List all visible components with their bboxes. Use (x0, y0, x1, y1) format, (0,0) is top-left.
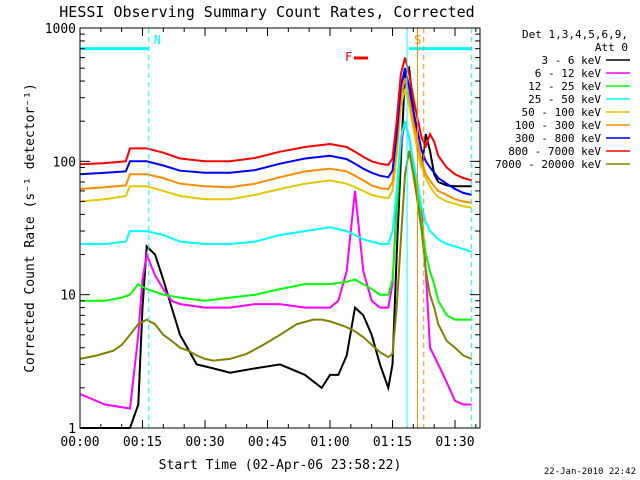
y-tick-label: 1 (68, 422, 76, 437)
y-tick-label: 10 (60, 289, 76, 304)
chart-marks (79, 57, 473, 429)
flag-marker-f: F (345, 50, 352, 64)
x-tick-label: 01:15 (373, 435, 412, 450)
plot-frame (79, 27, 481, 429)
legend-entry-800-7000-kev: 800 - 7000 keV (508, 145, 601, 158)
legend-entry-25-50-kev: 25 - 50 keV (528, 93, 601, 106)
series-line-25-50-kev (80, 120, 473, 253)
x-tick-label: 01:00 (310, 435, 349, 450)
series-line-7000-20000-kev (79, 150, 473, 362)
chart-annotations: N S F (80, 28, 473, 428)
y-tick-label: 100 (53, 155, 76, 170)
x-tick-label: 01:30 (435, 435, 474, 450)
chart-axes: 00:00 00:15 00:30 00:45 01:00 01:15 01:30 1 10 10… (45, 22, 480, 450)
x-tick-label: 00:30 (185, 435, 224, 450)
legend-entry-7000-20000-kev: 7000 - 20000 keV (495, 158, 601, 171)
x-tick-label: 00:00 (60, 435, 99, 450)
x-tick-label: 00:45 (248, 435, 287, 450)
timestamp-label: 22-Jan-2010 22:42 (544, 467, 636, 477)
chart-title: HESSI Observing Summary Count Rates, Cor… (59, 3, 474, 21)
y-axis-label: Corrected Count Rate (s⁻¹ detector⁻¹) (23, 83, 38, 373)
legend-entry-12-25-kev: 12 - 25 keV (528, 80, 601, 93)
series-line-12-25-kev (80, 120, 472, 321)
x-tick-label: 00:15 (123, 435, 162, 450)
series-line-800-7000-kev (79, 57, 472, 182)
series-line-50-100-kev (79, 88, 472, 209)
x-axis-label: Start Time (02-Apr-06 23:58:22) (159, 458, 402, 473)
series-line-300-800-kev (79, 67, 472, 196)
legend-entry-300-800-kev: 300 - 800 keV (515, 132, 601, 145)
legend-entry-3-6-kev: 3 - 6 keV (541, 54, 601, 67)
legend-header-line: Att 0 (595, 41, 628, 54)
y-tick-label: 1000 (45, 22, 76, 37)
legend-header-line: Det 1,3,4,5,6,9, (522, 28, 628, 41)
legend-entry-6-12-kev: 6 - 12 keV (535, 67, 602, 80)
legend-entry-50-100-kev: 50 - 100 keV (522, 106, 602, 119)
series-line-100-300-kev (79, 77, 472, 204)
flag-marker-n: N (154, 33, 161, 47)
flag-marker-s: S (414, 33, 421, 47)
legend-entry-100-300-kev: 100 - 300 keV (515, 119, 601, 132)
